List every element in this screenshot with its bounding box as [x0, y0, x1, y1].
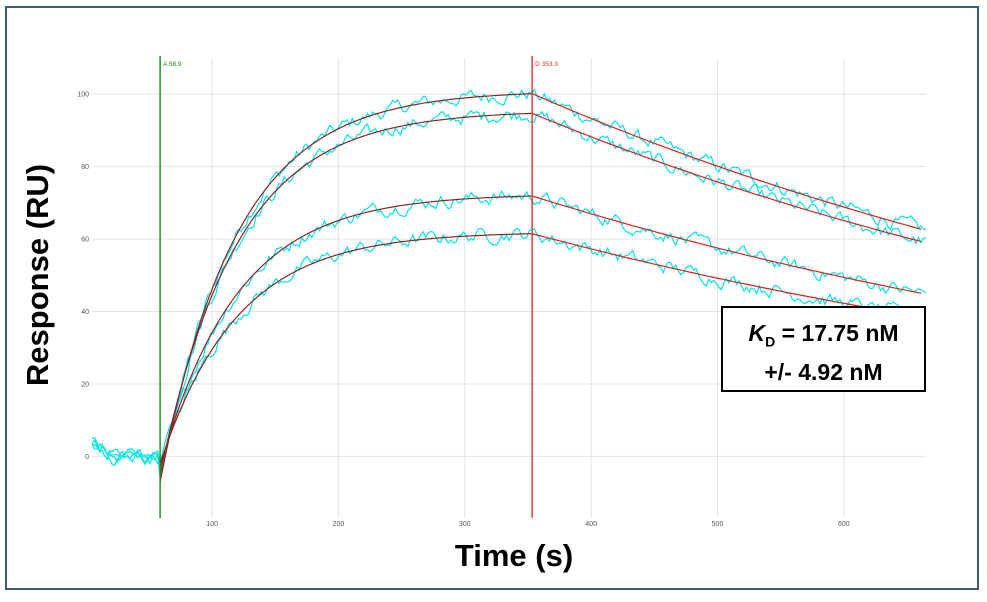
y-tick-label: 20	[81, 381, 89, 388]
association-marker-label: A 58.9	[163, 61, 182, 68]
kd-value-line: KD = 17.75 nM	[723, 318, 924, 357]
raw-trace-2	[91, 109, 927, 479]
y-tick-label: 80	[81, 164, 89, 171]
kd-symbol: K	[748, 320, 766, 346]
x-tick-label: 200	[333, 521, 345, 528]
fit-dissociation-4	[531, 233, 922, 318]
y-tick-label: 100	[77, 92, 89, 99]
tick-labels: 100 200 300 400 500 600 0 20 40 60 80 100	[77, 92, 849, 528]
y-axis-label: Response (RU)	[20, 163, 55, 387]
x-tick-label: 400	[585, 521, 597, 528]
x-tick-label: 300	[459, 521, 471, 528]
dissociation-marker-label: D 353.3	[535, 61, 558, 68]
fit-dissociation-3	[531, 195, 922, 294]
fit-association-4	[159, 233, 532, 464]
raw-trace-4	[91, 227, 927, 465]
y-tick-label: 0	[85, 454, 89, 461]
y-tick-label: 40	[81, 309, 89, 316]
kd-value: = 17.75 nM	[775, 320, 899, 346]
kd-subscript: D	[765, 333, 776, 350]
kd-error: +/- 4.92 nM	[764, 358, 883, 385]
fit-association-3	[159, 195, 532, 468]
grid	[92, 58, 926, 518]
x-tick-label: 100	[206, 521, 218, 528]
raw-trace-1	[91, 87, 927, 476]
raw-trace-3	[91, 190, 927, 467]
fit-overlay-3	[159, 195, 532, 468]
y-tick-label: 60	[81, 237, 89, 244]
chart-marks: A 58.9 D 353.3	[91, 56, 927, 518]
x-tick-label: 600	[838, 521, 850, 528]
x-tick-label: 500	[712, 521, 724, 528]
fit-overlay-1	[159, 93, 532, 482]
kd-annotation-box: KD = 17.75 nM +/- 4.92 nM	[721, 306, 926, 392]
fit-dissociation-2	[531, 112, 922, 243]
x-axis-label: Time (s)	[454, 538, 574, 573]
fit-dissociation-1	[531, 93, 922, 230]
fit-overlay-2	[159, 113, 532, 475]
fit-overlay-4	[159, 233, 532, 464]
